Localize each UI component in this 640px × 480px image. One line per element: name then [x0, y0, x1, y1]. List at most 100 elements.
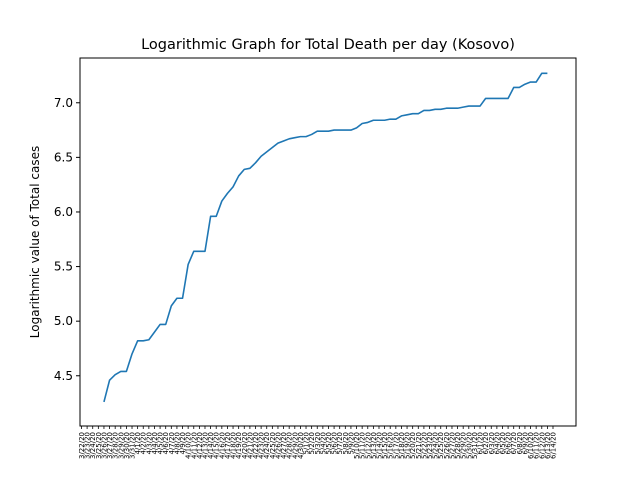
x-tick-label: 4/28/20 [286, 432, 294, 459]
x-tick-label: 3/30/20 [123, 432, 131, 459]
x-tick-label: 5/10/20 [353, 432, 361, 459]
x-tick-label: 6/2/20 [482, 432, 490, 455]
x-tick-label: 5/14/20 [375, 432, 383, 459]
y-tick-label: 6.0 [54, 205, 73, 219]
x-tick-label: 3/25/20 [95, 432, 103, 459]
x-tick-label: 5/2/20 [308, 432, 316, 455]
y-tick-label: 6.5 [54, 150, 73, 164]
x-tick-label: 5/3/20 [314, 432, 322, 455]
x-tick-label: 6/14/20 [550, 432, 558, 459]
x-tick-label: 3/29/20 [117, 432, 125, 459]
x-tick-label: 4/25/20 [269, 432, 277, 459]
x-tick-label: 3/22/20 [78, 432, 86, 459]
x-tick-label: 5/11/20 [359, 432, 367, 459]
x-tick-label: 4/22/20 [252, 432, 260, 459]
x-tick-label: 3/24/20 [89, 432, 97, 459]
x-tick-label: 5/20/20 [409, 432, 417, 459]
x-tick-label: 5/31/20 [471, 432, 479, 459]
x-tick-label: 5/16/20 [387, 432, 395, 459]
x-tick-label: 6/11/20 [533, 432, 541, 459]
x-tick-label: 3/31/20 [129, 432, 137, 459]
x-tick-label: 4/12/20 [196, 432, 204, 459]
x-tick-label: 4/10/20 [185, 432, 193, 459]
x-tick-label: 4/15/20 [213, 432, 221, 459]
x-tick-label: 4/8/20 [173, 432, 181, 455]
x-tick-label: 5/6/20 [331, 432, 339, 455]
x-tick-label: 6/10/20 [527, 432, 535, 459]
x-tick-label: 4/16/20 [218, 432, 226, 459]
x-tick-label: 5/1/20 [303, 432, 311, 455]
x-tick-label: 5/28/20 [454, 432, 462, 459]
x-tick-label: 4/20/20 [241, 432, 249, 459]
x-tick-label: 4/6/20 [162, 432, 170, 455]
x-tick-label: 6/12/20 [538, 432, 546, 459]
x-tick-label: 4/21/20 [246, 432, 254, 459]
x-tick-label: 6/6/20 [505, 432, 513, 455]
x-tick-label: 6/9/20 [521, 432, 529, 455]
plot-frame [79, 57, 577, 427]
x-tick-label: 5/4/20 [319, 432, 327, 455]
x-tick-label: 6/1/20 [477, 432, 485, 455]
x-tick-label: 5/19/20 [404, 432, 412, 459]
y-tick-label: 4.5 [54, 369, 73, 383]
x-tick-label: 4/23/20 [258, 432, 266, 459]
x-tick-label: 5/21/20 [415, 432, 423, 459]
x-tick-label: 5/7/20 [336, 432, 344, 455]
x-tick-label: 5/5/20 [325, 432, 333, 455]
series-line-total-deaths [103, 72, 548, 403]
x-tick-label: 5/13/20 [370, 432, 378, 459]
x-tick-label: 4/29/20 [291, 432, 299, 459]
x-tick-label: 4/2/20 [140, 432, 148, 455]
x-axis: 3/22/203/23/203/24/203/25/203/26/203/27/… [78, 426, 558, 459]
x-tick-label: 6/13/20 [544, 432, 552, 459]
y-axis-label: Logarithmic value of Total cases [28, 146, 42, 338]
x-tick-label: 4/27/20 [280, 432, 288, 459]
x-tick-label: 4/18/20 [230, 432, 238, 459]
x-tick-label: 6/8/20 [516, 432, 524, 455]
series-group [103, 72, 548, 403]
x-tick-label: 4/11/20 [190, 432, 198, 459]
chart-title: Logarithmic Graph for Total Death per da… [141, 37, 515, 53]
x-tick-label: 3/27/20 [106, 432, 114, 459]
x-tick-label: 4/3/20 [145, 432, 153, 455]
x-tick-label: 6/7/20 [510, 432, 518, 455]
x-tick-label: 5/9/20 [347, 432, 355, 455]
x-tick-label: 4/24/20 [263, 432, 271, 459]
y-tick-label: 5.0 [54, 314, 73, 328]
x-tick-label: 3/23/20 [84, 432, 92, 459]
x-tick-label: 5/12/20 [364, 432, 372, 459]
x-tick-label: 5/27/20 [448, 432, 456, 459]
x-tick-label: 4/4/20 [151, 432, 159, 455]
x-tick-label: 3/26/20 [100, 432, 108, 459]
y-tick-label: 5.5 [54, 260, 73, 274]
x-tick-label: 5/8/20 [342, 432, 350, 455]
x-tick-label: 5/15/20 [381, 432, 389, 459]
x-tick-label: 5/25/20 [437, 432, 445, 459]
x-tick-label: 6/4/20 [493, 432, 501, 455]
x-tick-label: 4/5/20 [157, 432, 165, 455]
x-tick-label: 4/30/20 [297, 432, 305, 459]
x-tick-label: 5/30/20 [465, 432, 473, 459]
x-tick-label: 5/24/20 [432, 432, 440, 459]
x-tick-label: 3/28/20 [112, 432, 120, 459]
x-tick-label: 5/23/20 [426, 432, 434, 459]
x-tick-label: 4/13/20 [201, 432, 209, 459]
x-tick-label: 4/1/20 [134, 432, 142, 455]
x-tick-label: 4/26/20 [274, 432, 282, 459]
x-tick-label: 5/18/20 [398, 432, 406, 459]
x-tick-label: 4/7/20 [168, 432, 176, 455]
x-tick-label: 6/3/20 [488, 432, 496, 455]
y-tick-label: 7.0 [54, 96, 73, 110]
x-tick-label: 5/29/20 [460, 432, 468, 459]
y-axis: 4.5 5.0 5.5 6.0 6.5 7.0 [54, 96, 80, 383]
x-tick-label: 4/9/20 [179, 432, 187, 455]
x-tick-label: 4/17/20 [224, 432, 232, 459]
x-tick-label: 4/19/20 [235, 432, 243, 459]
x-tick-label: 5/22/20 [420, 432, 428, 459]
x-tick-label: 6/5/20 [499, 432, 507, 455]
x-tick-label: 5/26/20 [443, 432, 451, 459]
x-tick-label: 5/17/20 [392, 432, 400, 459]
x-tick-label: 4/14/20 [207, 432, 215, 459]
